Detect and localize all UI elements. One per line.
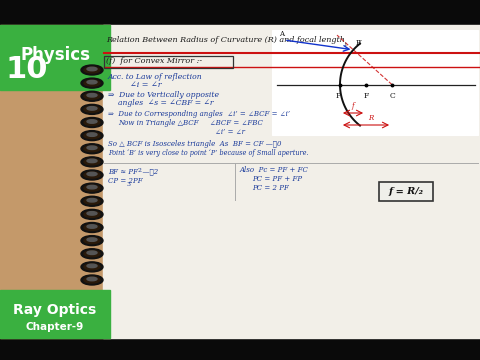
Text: r: r [359, 39, 361, 44]
Ellipse shape [84, 277, 100, 283]
Ellipse shape [84, 93, 100, 99]
FancyBboxPatch shape [379, 182, 433, 201]
Ellipse shape [84, 251, 100, 257]
Bar [0, 338, 480, 360]
Text: A: A [279, 30, 285, 38]
Text: F: F [363, 91, 369, 100]
Ellipse shape [87, 185, 97, 189]
Text: BF ≈ PF  —␵2: BF ≈ PF —␵2 [108, 167, 158, 175]
Text: 3: 3 [126, 181, 130, 186]
Ellipse shape [81, 222, 103, 233]
Ellipse shape [87, 212, 97, 215]
Ellipse shape [81, 157, 103, 167]
Ellipse shape [84, 159, 100, 165]
Text: Now in Triangle △BCF     ∠BCF = ∠FBC: Now in Triangle △BCF ∠BCF = ∠FBC [118, 119, 263, 127]
Ellipse shape [81, 91, 103, 101]
Ellipse shape [84, 146, 100, 152]
Text: C: C [389, 91, 395, 100]
Ellipse shape [87, 80, 97, 84]
Text: Point ‘B’ is very close to point ‘P’ because of Small aperture.: Point ‘B’ is very close to point ‘P’ bec… [108, 149, 309, 157]
Ellipse shape [81, 275, 103, 285]
Ellipse shape [87, 146, 97, 149]
Text: f = R/₂: f = R/₂ [388, 186, 423, 195]
Ellipse shape [81, 196, 103, 206]
Text: ⇒  Due to Vertically opposite: ⇒ Due to Vertically opposite [108, 91, 219, 99]
Ellipse shape [87, 172, 97, 176]
Text: i: i [344, 42, 346, 47]
Ellipse shape [84, 198, 100, 204]
Text: f: f [352, 102, 354, 110]
Ellipse shape [87, 238, 97, 241]
Ellipse shape [81, 78, 103, 88]
Ellipse shape [87, 94, 97, 97]
Text: ⇒  Due to Corresponding angles  ∠i’ = ∠BCF = ∠i’: ⇒ Due to Corresponding angles ∠i’ = ∠BCF… [108, 110, 290, 118]
Ellipse shape [84, 185, 100, 191]
Text: B: B [355, 39, 360, 47]
Ellipse shape [81, 65, 103, 75]
Text: 10: 10 [6, 55, 48, 84]
Text: P: P [336, 91, 341, 100]
Ellipse shape [84, 67, 100, 73]
Ellipse shape [87, 251, 97, 255]
Ellipse shape [81, 131, 103, 141]
Bar [0, 290, 110, 338]
Text: CP = 2PF: CP = 2PF [108, 177, 143, 185]
Ellipse shape [81, 210, 103, 219]
Ellipse shape [84, 106, 100, 112]
Ellipse shape [84, 132, 100, 139]
Ellipse shape [84, 238, 100, 244]
Text: Also  Pc = PF + FC: Also Pc = PF + FC [240, 166, 309, 174]
Ellipse shape [84, 264, 100, 270]
Ellipse shape [81, 144, 103, 154]
Text: 2: 2 [138, 168, 142, 174]
Text: ∠i = ∠r: ∠i = ∠r [130, 81, 162, 89]
Ellipse shape [84, 80, 100, 86]
Ellipse shape [81, 104, 103, 114]
Ellipse shape [87, 120, 97, 123]
Ellipse shape [81, 117, 103, 127]
Ellipse shape [87, 159, 97, 163]
Bar [0, 0, 480, 25]
Text: Relation Between Radius of Curvature (R) and focal length: Relation Between Radius of Curvature (R)… [106, 36, 345, 44]
Text: angles  ∠s = ∠CBF = ∠r: angles ∠s = ∠CBF = ∠r [118, 99, 214, 107]
Ellipse shape [81, 262, 103, 272]
Ellipse shape [87, 225, 97, 228]
Ellipse shape [81, 249, 103, 259]
Text: Acc. to Law of reflection: Acc. to Law of reflection [108, 73, 203, 81]
Bar [272, 30, 478, 135]
Ellipse shape [81, 183, 103, 193]
Text: Chapter-9: Chapter-9 [26, 322, 84, 332]
Ellipse shape [81, 170, 103, 180]
Ellipse shape [87, 198, 97, 202]
Ellipse shape [87, 67, 97, 71]
Text: (f)  for Convex Mirror :-: (f) for Convex Mirror :- [106, 57, 202, 65]
Text: Physics: Physics [20, 46, 90, 64]
Bar [0, 25, 110, 338]
Text: So △ BCF is Isosceles triangle  As  BF = CF —␵0: So △ BCF is Isosceles triangle As BF = C… [108, 140, 281, 148]
Ellipse shape [84, 211, 100, 217]
Text: PC = PF + FP: PC = PF + FP [252, 175, 302, 183]
Ellipse shape [87, 107, 97, 110]
Ellipse shape [84, 225, 100, 230]
Text: PC = 2 PF: PC = 2 PF [252, 184, 289, 192]
Text: R: R [368, 114, 373, 122]
Ellipse shape [84, 120, 100, 126]
Ellipse shape [84, 172, 100, 178]
Ellipse shape [81, 236, 103, 246]
Text: Ray Optics: Ray Optics [13, 303, 96, 317]
Bar [103, 25, 480, 338]
Ellipse shape [87, 133, 97, 136]
Bar [0, 25, 110, 90]
Ellipse shape [87, 277, 97, 281]
Ellipse shape [87, 264, 97, 267]
Text: ∠i’ = ∠r: ∠i’ = ∠r [215, 128, 245, 136]
